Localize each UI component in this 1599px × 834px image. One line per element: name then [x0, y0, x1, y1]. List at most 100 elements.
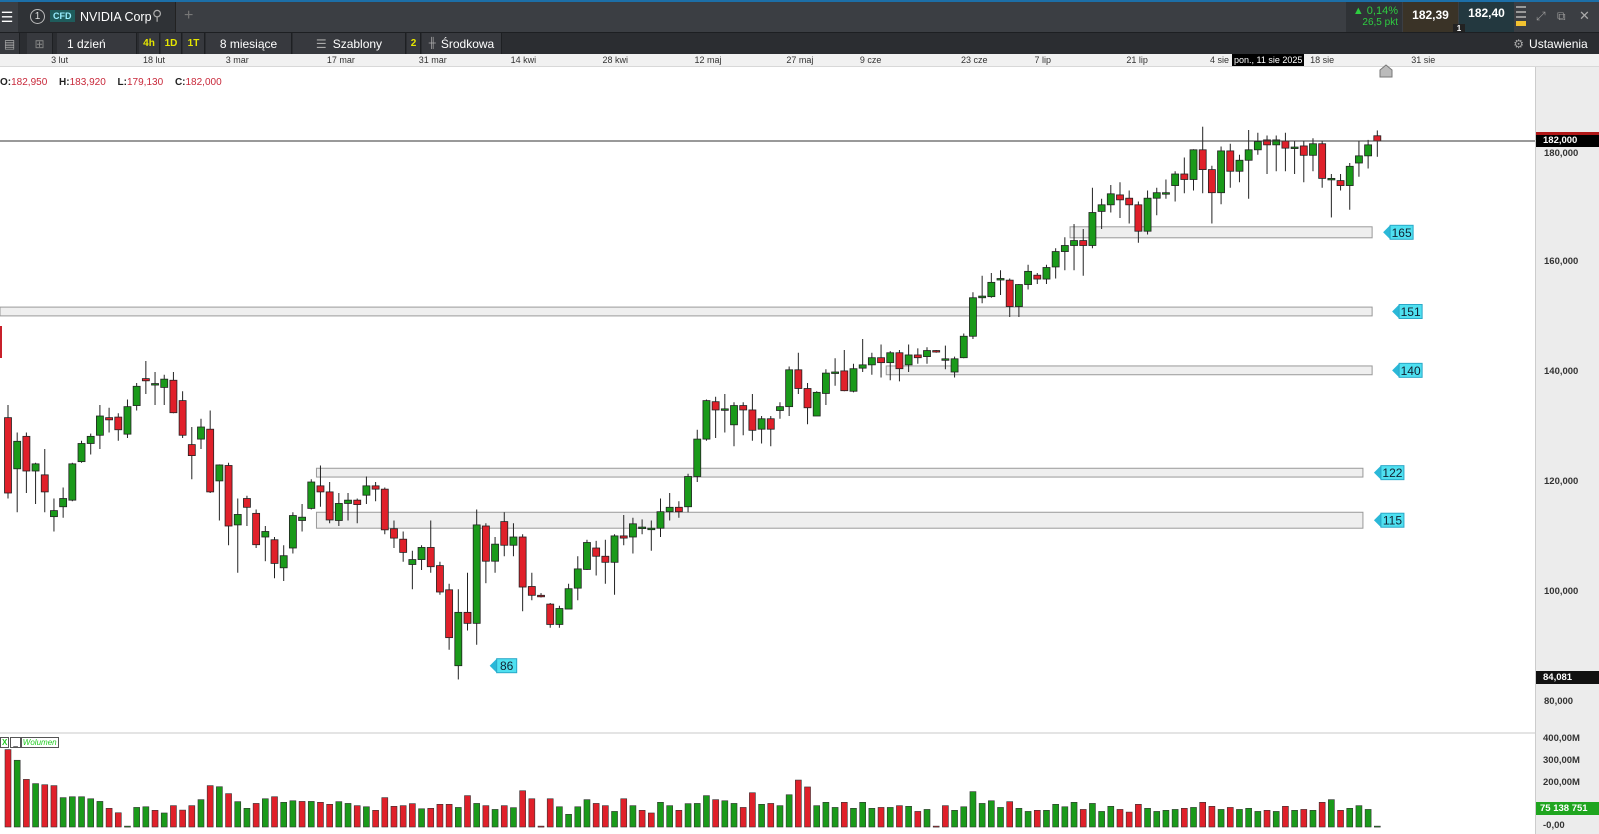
candle-body: [344, 499, 352, 504]
order-book-icon[interactable]: [1516, 6, 1526, 30]
candle-body: [436, 565, 444, 593]
interval-1t-button[interactable]: 1T: [183, 33, 205, 54]
expand-icon[interactable]: ⤢: [1536, 9, 1546, 23]
chart-type-select[interactable]: ╫ Środkowa: [422, 33, 502, 54]
candle-body: [298, 516, 306, 521]
volume-bar: [455, 807, 462, 828]
volume-bar: [317, 802, 324, 828]
volume-bar: [114, 812, 122, 828]
volume-minimize-button[interactable]: _: [10, 737, 21, 748]
candle: [555, 605, 564, 628]
candle-body: [40, 474, 49, 493]
candle: [151, 372, 159, 405]
candle-body: [803, 388, 812, 409]
candle-body: [978, 295, 987, 299]
interval-select[interactable]: 1 dzień: [57, 33, 137, 54]
price-axis[interactable]: 180,000 160,000 140,000 120,000 100,000 80,00…: [1535, 67, 1599, 834]
price-axis-label: 180,000: [1544, 148, 1579, 159]
candle-body: [509, 536, 518, 546]
candle: [463, 572, 472, 631]
range-select[interactable]: 8 miesiące: [206, 33, 292, 54]
volume-bar: [749, 792, 756, 828]
candle: [1364, 139, 1373, 169]
close-icon[interactable]: ✕: [1579, 8, 1590, 23]
volume-bar: [1135, 804, 1142, 828]
candle-body: [390, 528, 398, 539]
volume-close-button[interactable]: X: [0, 737, 10, 748]
candle-body: [1042, 267, 1051, 280]
zone-label-box: [1380, 512, 1405, 528]
volume-bar: [179, 809, 186, 828]
candle-body: [307, 481, 316, 509]
candle-body: [766, 418, 775, 430]
candle: [794, 352, 803, 394]
volume-bar: [1263, 810, 1271, 828]
candle-body: [720, 408, 729, 411]
hamburger-menu-icon[interactable]: ☰: [0, 8, 14, 25]
candle-body: [68, 463, 77, 501]
candle: [13, 432, 22, 513]
date-tick-label: 3 lut: [51, 55, 69, 65]
interval-1d-button[interactable]: 1D: [161, 33, 182, 54]
search-icon[interactable]: ⚲: [152, 7, 163, 23]
volume-bar: [390, 806, 398, 828]
layout-icon[interactable]: ⊞: [27, 33, 53, 54]
candle-body: [50, 510, 58, 518]
candle: [114, 413, 123, 441]
add-tab-button[interactable]: +: [184, 7, 194, 24]
sell-button[interactable]: 182,39: [1403, 2, 1458, 32]
candle-body: [215, 464, 224, 482]
candle: [518, 534, 527, 612]
volume-bar: [1006, 801, 1014, 828]
candle: [344, 493, 352, 521]
date-tick-label: 18 sie: [1310, 55, 1335, 65]
date-tick-label: 21 lip: [1126, 55, 1148, 65]
interval-4h-button[interactable]: 4h: [139, 33, 160, 54]
volume-bar: [1033, 810, 1041, 828]
volume-bar: [1355, 805, 1363, 828]
volume-bar: [464, 795, 471, 828]
popout-icon[interactable]: ⧉: [1557, 9, 1566, 23]
candle: [169, 372, 178, 414]
candle: [436, 561, 444, 595]
settings-button[interactable]: ⚙ Ustawienia: [1508, 33, 1593, 54]
date-tick-label: 27 maj: [786, 55, 814, 65]
volume-bar: [840, 802, 848, 828]
candle-body: [13, 440, 22, 470]
low-price-label: 84,081: [1536, 671, 1599, 684]
quantity-badge[interactable]: 1: [1453, 24, 1465, 34]
candle-body: [555, 608, 564, 625]
volume-bar: [988, 800, 995, 828]
volume-bar: [923, 809, 931, 828]
candle-body: [1226, 150, 1235, 172]
price-chart[interactable]: 165 151 140 122 115 86: [0, 0, 1535, 834]
candle-body: [1253, 141, 1262, 151]
candle: [610, 534, 619, 595]
instrument-tab[interactable]: 1 CFD NVIDIA Corp ⚲: [18, 2, 176, 32]
candle: [1079, 229, 1088, 276]
candle-body: [1070, 240, 1078, 246]
candle-body: [684, 476, 692, 508]
buy-button[interactable]: 182,40: [1459, 2, 1514, 32]
volume-bar: [703, 795, 710, 828]
volume-bar: [776, 805, 784, 828]
home-marker-icon[interactable]: [1379, 64, 1393, 78]
candle-body: [353, 499, 362, 505]
candle: [187, 427, 196, 480]
candle: [849, 363, 858, 393]
candle: [371, 482, 380, 502]
candle: [766, 416, 775, 447]
candle: [298, 504, 306, 532]
volume-axis-label: 200,00M: [1543, 777, 1580, 788]
candle-body: [325, 491, 334, 521]
candle: [629, 517, 637, 554]
templates-button[interactable]: ☰ Szablony: [293, 33, 406, 54]
list-icon[interactable]: ▤: [0, 33, 20, 54]
volume-bar: [969, 791, 977, 828]
candle-body: [950, 358, 959, 373]
candle: [1290, 141, 1299, 174]
volume-bar: [1309, 810, 1317, 828]
volume-bar: [1089, 803, 1096, 828]
candle: [1244, 130, 1253, 199]
gear-icon: ⚙: [1513, 36, 1525, 51]
